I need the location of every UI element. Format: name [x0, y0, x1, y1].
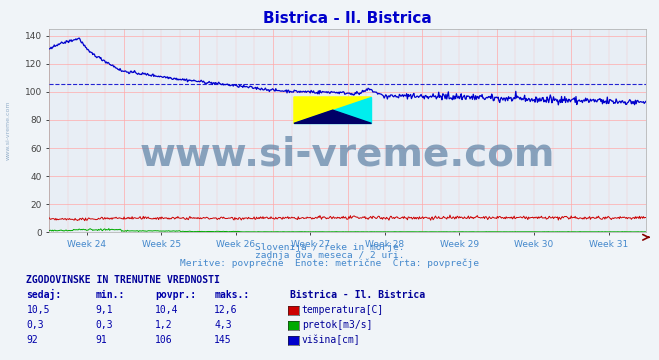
Text: min.:: min.:: [96, 290, 125, 300]
Text: 4,3: 4,3: [214, 320, 232, 330]
Text: 9,1: 9,1: [96, 305, 113, 315]
Text: www.si-vreme.com: www.si-vreme.com: [5, 101, 11, 160]
Text: 92: 92: [26, 335, 38, 345]
Polygon shape: [294, 110, 372, 123]
Text: zadnja dva meseca / 2 uri.: zadnja dva meseca / 2 uri.: [255, 251, 404, 260]
Text: višina[cm]: višina[cm]: [302, 335, 360, 345]
Text: 10,5: 10,5: [26, 305, 50, 315]
Text: 1,2: 1,2: [155, 320, 173, 330]
Text: 145: 145: [214, 335, 232, 345]
Text: Slovenija / reke in morje.: Slovenija / reke in morje.: [255, 243, 404, 252]
Text: maks.:: maks.:: [214, 290, 249, 300]
Text: 0,3: 0,3: [96, 320, 113, 330]
Text: 91: 91: [96, 335, 107, 345]
Text: 10,4: 10,4: [155, 305, 179, 315]
Text: 106: 106: [155, 335, 173, 345]
Text: Meritve: povprečne  Enote: metrične  Črta: povprečje: Meritve: povprečne Enote: metrične Črta:…: [180, 257, 479, 268]
Title: Bistrica - Il. Bistrica: Bistrica - Il. Bistrica: [263, 11, 432, 26]
Text: temperatura[C]: temperatura[C]: [302, 305, 384, 315]
Text: sedaj:: sedaj:: [26, 289, 61, 300]
Text: 0,3: 0,3: [26, 320, 44, 330]
Text: povpr.:: povpr.:: [155, 290, 196, 300]
Text: Bistrica - Il. Bistrica: Bistrica - Il. Bistrica: [290, 290, 425, 300]
Text: ZGODOVINSKE IN TRENUTNE VREDNOSTI: ZGODOVINSKE IN TRENUTNE VREDNOSTI: [26, 275, 220, 285]
Text: pretok[m3/s]: pretok[m3/s]: [302, 320, 372, 330]
Text: www.si-vreme.com: www.si-vreme.com: [140, 136, 556, 174]
Polygon shape: [294, 97, 372, 123]
Text: 12,6: 12,6: [214, 305, 238, 315]
Polygon shape: [294, 97, 372, 123]
